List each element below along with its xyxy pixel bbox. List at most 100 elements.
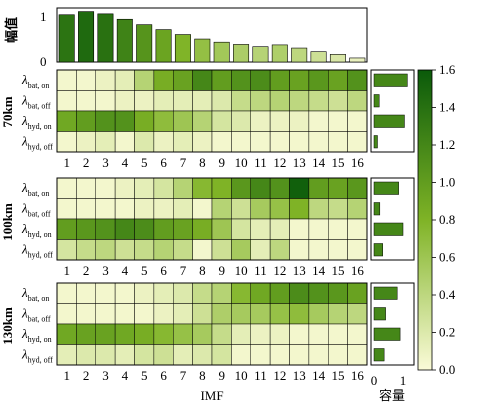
- row-label: λhyd, on: [21, 221, 52, 239]
- heatmap-cell: [347, 344, 368, 366]
- bar: [58, 14, 75, 63]
- heatmap-frame: [56, 69, 368, 153]
- heatmap-cell: [347, 131, 368, 153]
- heatmap-cell: [153, 344, 174, 366]
- heatmap-cell: [134, 303, 155, 325]
- heatmap-cell: [211, 323, 232, 345]
- heatmap-cell: [95, 69, 116, 91]
- heatmap-cell: [192, 69, 213, 91]
- heatmap-cell: [269, 239, 290, 261]
- x-tick-label: 3: [102, 368, 109, 383]
- heatmap-cell: [347, 239, 368, 261]
- x-tick-label: 5: [141, 155, 148, 170]
- heatmap-cell: [289, 282, 310, 304]
- colorbar-tick-label: 1.6: [439, 62, 456, 77]
- heatmap-cell: [95, 110, 116, 132]
- heatmap-cell: [76, 198, 96, 220]
- heatmap-cell: [95, 323, 116, 345]
- x-tick-label: 8: [199, 263, 206, 278]
- x-tick-label: 3: [102, 263, 109, 278]
- colorbar-tick-label: 1.4: [439, 100, 456, 115]
- heatmap-cell: [114, 344, 135, 366]
- bar: [155, 29, 172, 63]
- x-tick-label: 12: [273, 263, 286, 278]
- heatmap-cell: [328, 110, 348, 132]
- heatmap-cell: [153, 131, 174, 153]
- heatmap-cell: [173, 344, 193, 366]
- heatmap-cell: [76, 344, 96, 366]
- heatmap-cell: [308, 69, 329, 91]
- colorbar-gradient: [417, 69, 433, 371]
- heatmap-cell: [289, 323, 310, 345]
- heatmap-frame: [56, 177, 368, 261]
- capacity-bar: [373, 202, 381, 216]
- capacity-frame: [370, 282, 415, 366]
- heatmap-cell: [347, 69, 368, 91]
- panel-label-130km: 130km: [0, 307, 15, 345]
- heatmap-cell: [95, 239, 116, 261]
- heatmap-cells-70km: [56, 69, 368, 153]
- heatmap-cell: [114, 131, 135, 153]
- heatmap-cell: [231, 323, 251, 345]
- x-tick-label: 7: [180, 263, 187, 278]
- heatmap-cell: [308, 198, 329, 220]
- x-tick-label: 6: [160, 155, 167, 170]
- heatmap-cell: [269, 177, 290, 199]
- heatmap-cell: [250, 323, 271, 345]
- heatmap-panel-100km: 100km λbat, on λbat, off λhyd, on λhyd, off…: [0, 177, 415, 278]
- heatmap-cell: [250, 303, 271, 325]
- heatmap-cell: [56, 177, 77, 199]
- heatmap-cell: [211, 69, 232, 91]
- capacity-frame: [370, 69, 415, 153]
- capacity-bar: [373, 94, 380, 108]
- heatmap-cell: [269, 344, 290, 366]
- x-ticks-130km: 1 2 3 4 5 6 7 8 9 10 11 12 13 14 15 16: [63, 368, 364, 383]
- amplitude-bar-chart: 幅值 1 0: [4, 7, 368, 69]
- heatmap-cell: [328, 282, 348, 304]
- heatmap-cell: [289, 344, 310, 366]
- x-tick-label: 13: [293, 263, 306, 278]
- heatmap-cell: [153, 198, 174, 220]
- heatmap-cell: [308, 303, 329, 325]
- heatmap-cell: [76, 177, 96, 199]
- row-label: λhyd, off: [21, 347, 53, 365]
- x-tick-label: 11: [254, 155, 267, 170]
- x-tick-label: 1: [63, 368, 70, 383]
- heatmap-cell: [289, 90, 310, 112]
- x-tick-label: 9: [218, 368, 225, 383]
- heatmap-cell: [211, 90, 232, 112]
- row-labels-130km: λbat, on λbat, off λhyd, on λhyd, off: [21, 285, 53, 365]
- heatmap-cell: [269, 303, 290, 325]
- heatmap-cell: [308, 131, 329, 153]
- heatmap-cell: [269, 198, 290, 220]
- heatmap-cell: [114, 239, 135, 261]
- heatmap-cell: [269, 131, 290, 153]
- heatmap-cell: [231, 303, 251, 325]
- heatmap-cell: [269, 218, 290, 240]
- heatmap-cell: [308, 344, 329, 366]
- row-label: λbat, off: [21, 306, 51, 324]
- heatmap-cell: [134, 131, 155, 153]
- heatmap-cell: [308, 110, 329, 132]
- heatmap-cell: [250, 239, 271, 261]
- heatmap-cell: [211, 177, 232, 199]
- capacity-bar: [373, 73, 408, 87]
- heatmap-cell: [173, 239, 193, 261]
- heatmap-cell: [211, 110, 232, 132]
- heatmap-cell: [95, 177, 116, 199]
- x-tick-label: 6: [160, 368, 167, 383]
- heatmap-cell: [328, 323, 348, 345]
- heatmap-cell: [328, 131, 348, 153]
- heatmap-cell: [76, 69, 96, 91]
- x-tick-label: 4: [122, 263, 129, 278]
- bar-series: [58, 11, 366, 63]
- colorbar-tick-label: 0.0: [439, 362, 455, 377]
- heatmap-cell: [289, 131, 310, 153]
- heatmap-cell: [250, 282, 271, 304]
- bar-ytick-1: 1: [40, 9, 47, 24]
- heatmap-cell: [56, 282, 77, 304]
- bar-ylabel: 幅值: [4, 17, 19, 43]
- x-tick-label: 16: [351, 155, 365, 170]
- heatmap-cell: [95, 90, 116, 112]
- heatmap-cell: [114, 90, 135, 112]
